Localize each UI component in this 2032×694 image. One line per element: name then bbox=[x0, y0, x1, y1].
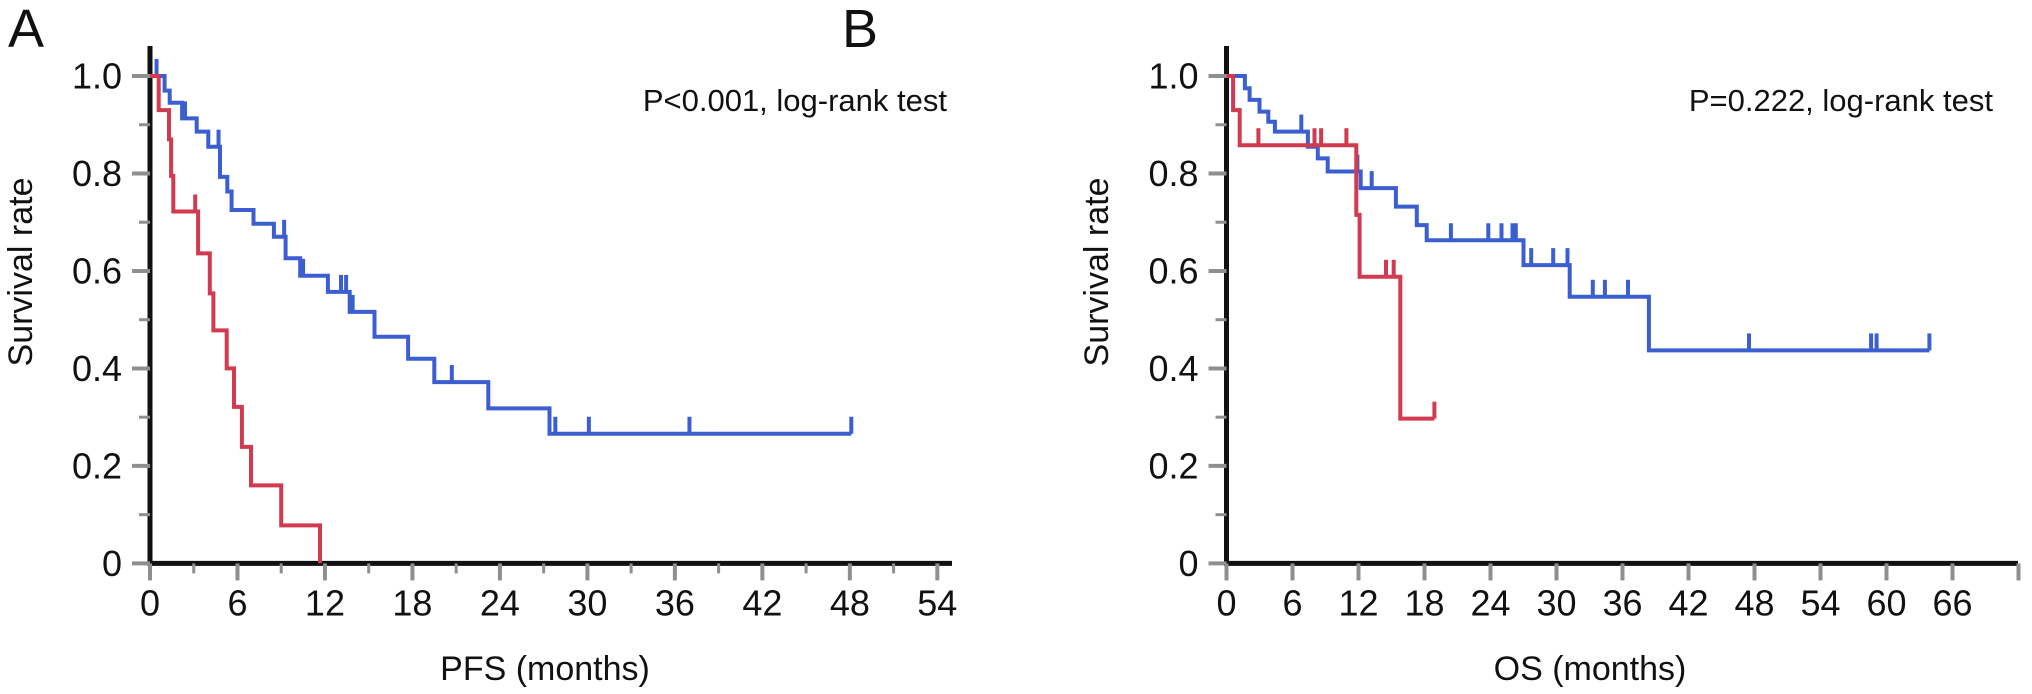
panel-a-x-tick-label: 36 bbox=[655, 582, 695, 623]
panel-a-x-tick-label: 48 bbox=[830, 582, 870, 623]
panel-a-y-tick-label: 1.0 bbox=[72, 56, 122, 97]
panel-a-x-tick-label: 0 bbox=[140, 582, 160, 623]
panel-a-xaxis-label: PFS (months) bbox=[440, 650, 650, 688]
red-group-pfs-curve bbox=[150, 74, 322, 564]
panel-b-x-tick-label: 30 bbox=[1536, 582, 1576, 623]
blue-group-os-curve bbox=[1226, 74, 1930, 353]
panel-a-y-tick-label: 0.6 bbox=[72, 250, 122, 291]
panel-b-y-tick-label: 0 bbox=[1178, 543, 1198, 584]
panel-b-x-tick-label: 66 bbox=[1932, 582, 1972, 623]
panel-a-y-tick-label: 0 bbox=[102, 543, 122, 584]
panel-a-yaxis-label: Survival rate bbox=[2, 178, 40, 367]
panel-b-pvalue-annotation: P=0.222, log-rank test bbox=[1689, 83, 1994, 118]
panel-b-y-tick-label: 1.0 bbox=[1148, 56, 1198, 97]
panel-a-x-tick-label: 24 bbox=[480, 582, 520, 623]
panel-b-x-tick-label: 6 bbox=[1282, 582, 1302, 623]
panel-a-x-tick-label: 12 bbox=[305, 582, 345, 623]
panel-b-y-tick-label: 0.4 bbox=[1148, 348, 1198, 389]
panel-a-x-tick-label: 54 bbox=[917, 582, 957, 623]
panel-b-yaxis-label: Survival rate bbox=[1078, 178, 1116, 367]
blue-group-pfs-curve bbox=[150, 74, 852, 436]
panel-b-x-tick-label: 54 bbox=[1800, 582, 1840, 623]
panel-a-x-tick-label: 30 bbox=[567, 582, 607, 623]
panel-b-x-tick-label: 36 bbox=[1602, 582, 1642, 623]
panel-a-x-tick-label: 42 bbox=[742, 582, 782, 623]
panel-b-y-tick-label: 0.8 bbox=[1148, 153, 1198, 194]
panel-a-letter: A bbox=[8, 0, 44, 59]
generated-plot-elements: 0 0.2 0.4 0.6 0.8 1.0 0 6 12 18 24 30 36 42 48 54 0 0.2 0.… bbox=[72, 46, 2021, 623]
panel-b-xaxis-label: OS (months) bbox=[1494, 650, 1687, 688]
panel-b-y-tick-label: 0.2 bbox=[1148, 445, 1198, 486]
panel-b-x-tick-label: 24 bbox=[1470, 582, 1510, 623]
panel-b-x-tick-label: 60 bbox=[1866, 582, 1906, 623]
panel-a-x-tick-label: 6 bbox=[227, 582, 247, 623]
red-group-os-curve bbox=[1226, 74, 1435, 421]
panel-b-x-tick-label: 48 bbox=[1734, 582, 1774, 623]
panel-a-y-tick-label: 0.4 bbox=[72, 348, 122, 389]
panel-b-x-tick-label: 18 bbox=[1404, 582, 1444, 623]
panel-b-letter: B bbox=[842, 0, 878, 59]
panel-b-x-tick-label: 12 bbox=[1338, 582, 1378, 623]
panel-b-x-tick-label: 0 bbox=[1216, 582, 1236, 623]
panel-b-y-tick-label: 0.6 bbox=[1148, 250, 1198, 291]
panel-a-pvalue-annotation: P<0.001, log-rank test bbox=[643, 83, 948, 118]
panel-b-x-tick-label: 42 bbox=[1668, 582, 1708, 623]
panel-a-y-tick-label: 0.8 bbox=[72, 153, 122, 194]
panel-a-y-tick-label: 0.2 bbox=[72, 445, 122, 486]
panel-a-x-tick-label: 18 bbox=[392, 582, 432, 623]
